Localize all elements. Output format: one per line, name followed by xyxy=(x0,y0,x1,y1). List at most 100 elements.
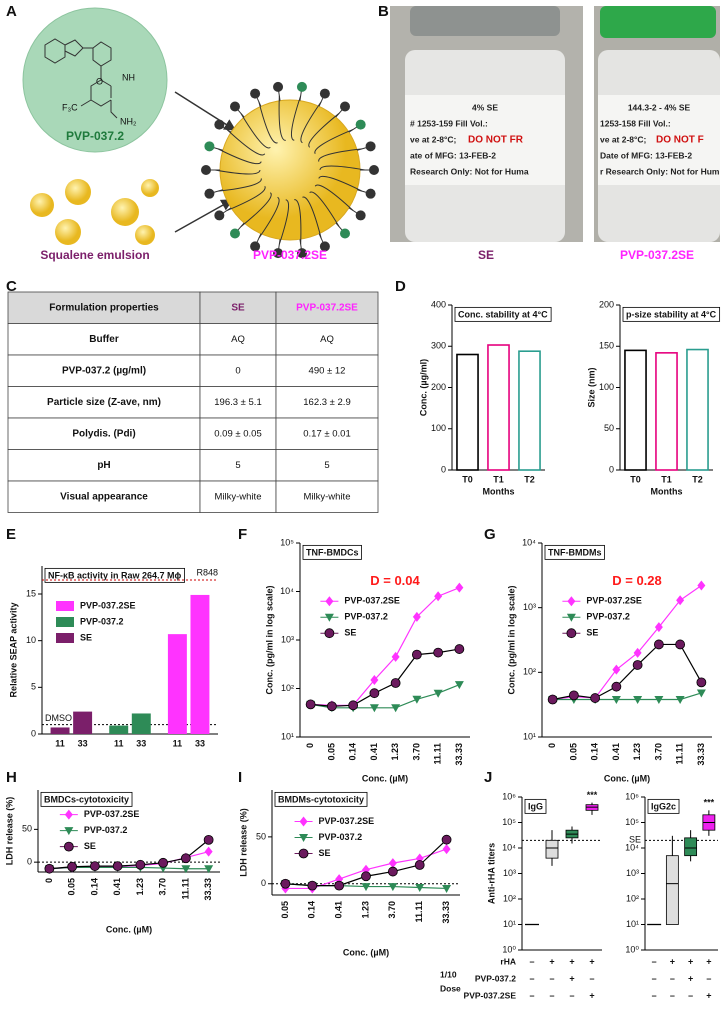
box-body xyxy=(684,837,698,857)
lipid-stem xyxy=(348,126,358,133)
marker xyxy=(415,884,425,892)
y-axis-label: Conc. (pg/ml in log scale) xyxy=(264,585,274,694)
lipid-stem xyxy=(237,222,245,231)
legend-label: SE xyxy=(84,841,96,851)
lipid-tail xyxy=(240,113,271,149)
marker xyxy=(675,696,685,705)
lipid-head xyxy=(214,119,225,130)
annotation: D = 0.04 xyxy=(370,573,420,588)
annotation: D = 0.28 xyxy=(612,573,662,588)
table-cell xyxy=(275,291,379,324)
title-box xyxy=(544,544,605,560)
table-text: Milky-white xyxy=(215,491,262,502)
marker xyxy=(370,674,379,685)
lipid-tail xyxy=(294,199,302,245)
y-tick-label: 100 xyxy=(431,423,446,433)
marker xyxy=(632,660,643,670)
lipid-head xyxy=(204,141,215,152)
marker xyxy=(44,863,55,874)
y-tick-label: 0 xyxy=(31,728,36,738)
y-tick-label: 50 xyxy=(604,423,614,433)
condition-sign: + xyxy=(569,973,574,983)
y-tick-label: 10⁴ xyxy=(502,842,516,852)
condition-label: rHA xyxy=(500,956,516,966)
y-tick-label: 15 xyxy=(26,588,36,598)
particle-core xyxy=(219,99,361,241)
marker xyxy=(325,596,334,607)
lipid-stem xyxy=(256,233,262,243)
table-cell xyxy=(199,449,277,482)
lipid-tail xyxy=(217,148,262,165)
lipid-stem xyxy=(213,146,223,151)
legend-label: PVP-037.2 xyxy=(586,612,630,622)
x-tick-label: 0.41 xyxy=(112,878,122,896)
table-text: 196.3 ± 5.1 xyxy=(214,397,261,408)
x-tick-label: 11.11 xyxy=(414,901,424,923)
bar xyxy=(456,353,479,471)
condition-sign: – xyxy=(529,956,534,966)
marker xyxy=(388,883,398,892)
lipid-stem xyxy=(335,109,343,118)
y-tick-label: 10² xyxy=(503,893,516,903)
lipid-head xyxy=(319,88,330,99)
y-tick-label: 10⁰ xyxy=(502,944,516,954)
legend-label: PVP-037.2 xyxy=(319,832,363,842)
vial-cap xyxy=(410,6,560,36)
marker xyxy=(633,647,642,658)
title-box xyxy=(40,791,133,807)
table-text: 5 xyxy=(324,460,329,471)
table-cell xyxy=(7,417,201,450)
condition-sign: + xyxy=(688,973,693,983)
droplets xyxy=(30,179,159,245)
vial-warning: DO NOT F xyxy=(656,135,704,146)
legend-label: SE xyxy=(319,848,331,858)
x-tick-label: 0.41 xyxy=(334,901,344,919)
lipid-stem xyxy=(256,97,262,107)
legend-label: PVP-037.2SE xyxy=(80,600,136,610)
x-axis-label: Conc. (µM) xyxy=(343,947,389,957)
bar xyxy=(487,344,510,471)
table-cell xyxy=(7,323,201,356)
y-tick-label: 10² xyxy=(281,683,294,693)
title-box xyxy=(454,306,552,322)
lipid-head xyxy=(296,81,307,92)
legend-label: PVP-037.2 xyxy=(80,616,124,626)
table-text: Buffer xyxy=(89,334,119,345)
lipid-head xyxy=(369,165,379,175)
marker xyxy=(654,696,664,705)
nanoparticle xyxy=(201,81,379,259)
condition-sign: – xyxy=(529,990,534,1000)
lipid-stem xyxy=(357,146,367,151)
marker xyxy=(299,816,308,827)
x-tick-label: 33.33 xyxy=(441,901,451,924)
y-tick-label: 10⁰ xyxy=(625,944,639,954)
x-axis-label: Months xyxy=(483,486,515,496)
table-cell xyxy=(275,417,379,450)
chart-title: NF-κB activity in Raw 264.7 Mϕ xyxy=(48,570,182,580)
y-tick-label: 0 xyxy=(27,857,32,867)
marker xyxy=(412,611,421,622)
lipid-tail xyxy=(319,165,366,171)
y-axis-label: Size (nm) xyxy=(586,367,596,407)
x-tick-label: 11.11 xyxy=(180,878,190,900)
lipid-tail xyxy=(314,128,354,155)
x-tick-label: 33.33 xyxy=(203,878,213,901)
legend-label: PVP-037.2SE xyxy=(586,596,642,606)
marker xyxy=(566,613,576,622)
lipid-stem xyxy=(299,239,302,250)
title-box xyxy=(274,791,368,807)
y-tick-label: 10⁶ xyxy=(502,791,516,801)
legend-label: PVP-037.2SE xyxy=(319,816,375,826)
lipid-tail xyxy=(302,196,322,239)
x-tick-label: 0 xyxy=(305,743,315,748)
y-tick-label: 50 xyxy=(22,824,32,834)
lipid-head xyxy=(365,188,376,199)
table-cell xyxy=(199,480,277,513)
marker xyxy=(158,857,169,868)
legend-label: SE xyxy=(80,632,92,642)
condition-sign: + xyxy=(706,990,711,1000)
y-tick-label: 10¹ xyxy=(281,731,294,741)
x-tick-label: 33.33 xyxy=(696,743,706,766)
arrow xyxy=(174,199,234,233)
lipid-head xyxy=(319,241,330,252)
